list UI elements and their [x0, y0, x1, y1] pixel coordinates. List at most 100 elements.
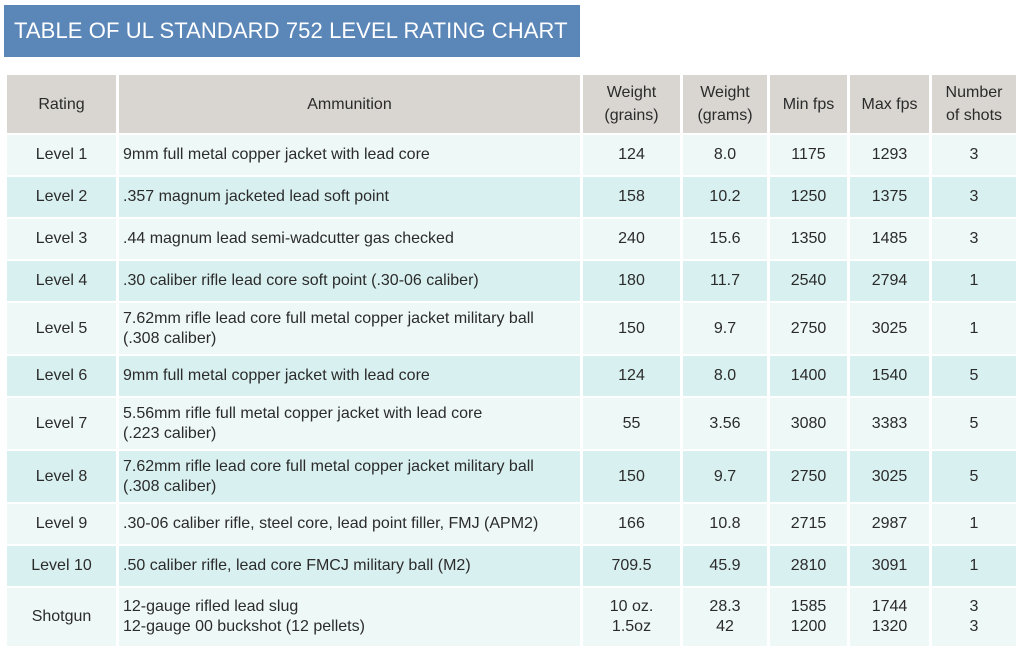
number-of-shots-cell-line: 3 [969, 618, 979, 635]
ammunition-cell-line: 12-gauge rifled lead slug [123, 598, 299, 615]
table-row: Level 4 .30 caliber rifle lead core soft … [7, 261, 1016, 301]
number-of-shots-cell-line: 1 [969, 557, 979, 574]
max-fps-cell-line: 1744 [871, 598, 908, 615]
min-fps-cell-line: 2750 [790, 319, 827, 337]
weight-grains-cell-line: 158 [618, 188, 645, 205]
max-fps-cell: 1375 [850, 177, 929, 217]
max-fps-cell-line: 1293 [871, 146, 908, 163]
max-fps-cell: 2987 [850, 504, 929, 544]
rating-cell: Level 4 [7, 261, 116, 301]
min-fps-cell: 2810 [770, 546, 847, 586]
rating-cell: Level 8 [7, 451, 116, 502]
min-fps-cell: 1250 [770, 177, 847, 217]
rating-cell: Level 9 [7, 504, 116, 544]
max-fps-cell: 2794 [850, 261, 929, 301]
max-fps-cell: 1485 [850, 219, 929, 259]
rating-cell: Level 5 [7, 303, 116, 354]
ammunition-cell: .30 caliber rifle lead core soft point (… [119, 261, 580, 301]
ammunition-cell-line: 5.56mm rifle full metal copper jacket wi… [123, 404, 483, 422]
min-fps-cell: 2750 [770, 303, 847, 354]
weight-grams-cell: 28.3 42 [683, 588, 767, 646]
min-fps-cell: 1350 [770, 219, 847, 259]
weight-grains-cell: 240 [583, 219, 680, 259]
max-fps-cell-line: 1375 [871, 188, 908, 205]
weight-grains-cell-line: 124 [618, 146, 645, 163]
number-of-shots-cell: 1 [932, 546, 1016, 586]
min-fps-cell: 2540 [770, 261, 847, 301]
weight-grains-cell: 158 [583, 177, 680, 217]
max-fps-cell-line: 3025 [871, 319, 908, 337]
number-of-shots-cell: 3 [932, 135, 1016, 175]
max-fps-cell: 3091 [850, 546, 929, 586]
number-of-shots-cell: 5 [932, 356, 1016, 396]
number-of-shots-cell: 5 [932, 398, 1016, 449]
ammunition-cell-line: (.308 caliber) [123, 477, 217, 495]
number-of-shots-cell-line: 3 [969, 230, 979, 247]
number-of-shots-cell-line: 3 [969, 188, 979, 205]
table-body: Level 1 9mm full metal copper jacket with… [7, 135, 1016, 646]
table-row: Level 10 .50 caliber rifle, lead core FMC… [7, 546, 1016, 586]
min-fps-cell: 1585 1200 [770, 588, 847, 646]
min-fps-cell-line: 1400 [790, 367, 827, 384]
min-fps-cell-line: 1175 [791, 146, 826, 163]
weight-grams-cell-line: 10.2 [709, 188, 741, 205]
min-fps-cell-line: 1250 [790, 188, 827, 205]
ammunition-cell: 9mm full metal copper jacket with lead c… [119, 135, 580, 175]
weight-grains-cell-line: 124 [618, 367, 645, 384]
ammunition-cell: 7.62mm rifle lead core full metal copper… [119, 303, 580, 354]
number-of-shots-cell: 1 [932, 504, 1016, 544]
ammunition-cell-line: .30-06 caliber rifle, steel core, lead p… [123, 515, 539, 532]
weight-grams-cell: 9.7 [683, 451, 767, 502]
max-fps-cell: 3025 [850, 303, 929, 354]
number-of-shots-cell-line: 3 [969, 146, 979, 163]
number-of-shots-cell: 3 [932, 219, 1016, 259]
max-fps-cell-line: 3383 [871, 414, 908, 432]
chart-title: TABLE OF UL STANDARD 752 LEVEL RATING CH… [4, 5, 580, 57]
number-of-shots-cell: 1 [932, 303, 1016, 354]
header-ammunition: Ammunition [119, 75, 580, 133]
weight-grains-cell-line: 709.5 [611, 557, 652, 574]
number-of-shots-cell: 1 [932, 261, 1016, 301]
ammunition-cell-line: .357 magnum jacketed lead soft point [123, 188, 389, 205]
min-fps-cell-line: 1350 [790, 230, 827, 247]
max-fps-cell: 1293 [850, 135, 929, 175]
table-row: Level 7 5.56mm rifle full metal copper ja… [7, 398, 1016, 449]
ammunition-cell: 9mm full metal copper jacket with lead c… [119, 356, 580, 396]
ammunition-cell-line: 9mm full metal copper jacket with lead c… [123, 146, 430, 163]
min-fps-cell: 1400 [770, 356, 847, 396]
rating-cell: Level 3 [7, 219, 116, 259]
ammunition-cell-line: 7.62mm rifle lead core full metal copper… [123, 309, 534, 327]
weight-grams-cell: 15.6 [683, 219, 767, 259]
ammunition-cell: .44 magnum lead semi-wadcutter gas check… [119, 219, 580, 259]
header-max-fps: Max fps [850, 75, 929, 133]
number-of-shots-cell-line: 1 [969, 319, 979, 337]
ammunition-cell: .357 magnum jacketed lead soft point [119, 177, 580, 217]
max-fps-cell: 1744 1320 [850, 588, 929, 646]
max-fps-cell: 3025 [850, 451, 929, 502]
rating-cell: Level 2 [7, 177, 116, 217]
header-weight-grains: Weight (grains) [583, 75, 680, 133]
number-of-shots-cell-line: 3 [969, 598, 979, 615]
weight-grams-cell-line: 28.3 [709, 598, 741, 615]
table-row: Level 3 .44 magnum lead semi-wadcutter ga… [7, 219, 1016, 259]
header-row: Rating Ammunition Weight (grains) Weight(… [7, 75, 1016, 133]
header-min-fps: Min fps [770, 75, 847, 133]
ammunition-cell-line: (.308 caliber) [123, 329, 217, 347]
min-fps-cell-line: 1585 [790, 598, 827, 615]
weight-grains-cell: 124 [583, 356, 680, 396]
weight-grams-cell-line: 45.9 [709, 557, 741, 574]
weight-grains-cell: 124 [583, 135, 680, 175]
weight-grams-cell: 8.0 [683, 356, 767, 396]
weight-grains-cell: 10 oz. 1.5oz [583, 588, 680, 646]
min-fps-cell-line: 2810 [790, 557, 827, 574]
weight-grams-cell-line: 9.7 [713, 467, 737, 485]
min-fps-cell-line: 2715 [790, 515, 827, 532]
weight-grains-cell: 55 [583, 398, 680, 449]
ammunition-cell-line: 7.62mm rifle lead core full metal copper… [123, 457, 534, 475]
table-row: Level 9 .30-06 caliber rifle, steel core,… [7, 504, 1016, 544]
ammunition-cell-line: .50 caliber rifle, lead core FMCJ milita… [123, 557, 471, 574]
weight-grains-cell-line: 150 [618, 467, 645, 485]
weight-grains-cell-line: 180 [618, 272, 645, 289]
ammunition-cell-line: .30 caliber rifle lead core soft point (… [123, 272, 479, 289]
min-fps-cell-line: 2750 [790, 467, 827, 485]
